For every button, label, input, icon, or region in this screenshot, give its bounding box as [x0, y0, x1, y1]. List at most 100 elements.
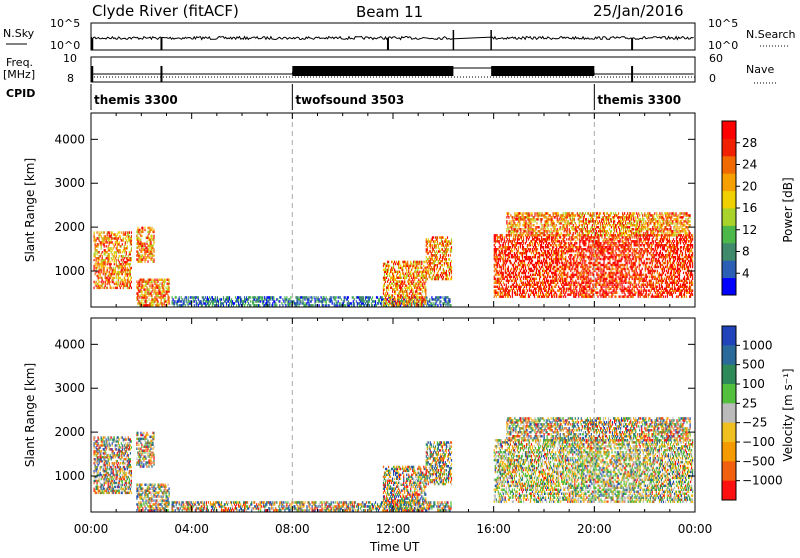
echo-cell [504, 284, 505, 287]
echo-cell [446, 270, 447, 273]
echo-cell [519, 256, 520, 259]
echo-cell [354, 302, 355, 305]
echo-cell [158, 304, 159, 307]
echo-cell [506, 276, 507, 279]
echo-cell [596, 280, 597, 283]
echo-cell [447, 236, 448, 239]
echo-cell [448, 254, 449, 257]
echo-cell [545, 250, 546, 253]
echo-cell [620, 295, 621, 298]
echo-cell [596, 248, 597, 251]
echo-cell [431, 252, 432, 255]
echo-cell [526, 270, 527, 273]
echo-cell [385, 292, 386, 295]
echo-cell [97, 231, 98, 234]
echo-cell [407, 261, 408, 264]
echo-cell [128, 269, 129, 272]
echo-cell [521, 286, 522, 289]
echo-cell [541, 288, 542, 291]
echo-cell [94, 287, 95, 290]
echo-cell [363, 296, 364, 299]
echo-cell [399, 261, 400, 264]
echo-cell [546, 286, 547, 289]
echo-cell [153, 229, 154, 232]
echo-cell [389, 294, 390, 297]
echo-cell [556, 244, 557, 247]
echo-cell [120, 235, 121, 238]
echo-cell [425, 300, 426, 303]
echo-cell [389, 265, 390, 268]
echo-cell [400, 302, 401, 305]
echo-cell [116, 259, 117, 262]
echo-cell [429, 298, 430, 301]
echo-cell [616, 295, 617, 298]
echo-cell [262, 296, 263, 299]
echo-cell [319, 304, 320, 307]
echo-cell [198, 296, 199, 299]
echo-cell [102, 251, 103, 254]
echo-cell [571, 254, 572, 257]
echo-cell [415, 296, 416, 299]
echo-cell [431, 262, 432, 265]
echo-cell [543, 246, 544, 249]
echo-cell [404, 300, 405, 303]
echo-cell [611, 244, 612, 247]
echo-cell [586, 289, 587, 292]
echo-cell [596, 234, 597, 237]
echo-cell [109, 231, 110, 234]
echo-cell [415, 277, 416, 280]
echo-cell [129, 231, 130, 234]
echo-cell [581, 293, 582, 296]
echo-cell [504, 236, 505, 239]
echo-cell [443, 236, 444, 239]
nave-tick-top: 60 [709, 52, 723, 65]
echo-cell [552, 286, 553, 289]
echo-cell [575, 254, 576, 257]
echo-cell [508, 266, 509, 269]
echo-cell [384, 288, 385, 291]
echo-cell [437, 256, 438, 259]
echo-cell [511, 268, 512, 271]
echo-cell [536, 278, 537, 281]
echo-cell [131, 247, 132, 250]
echo-cell [581, 270, 582, 273]
echo-cell [421, 267, 422, 270]
echo-cell [99, 263, 100, 266]
echo-cell [282, 304, 283, 307]
echo-cell [623, 236, 624, 239]
echo-cell [549, 234, 550, 237]
nsky-line [91, 37, 694, 40]
echo-cell [388, 304, 389, 307]
echo-cell [323, 304, 324, 307]
echo-cell [309, 300, 310, 303]
echo-cell [143, 294, 144, 297]
echo-cell [400, 294, 401, 297]
echo-cell [372, 304, 373, 307]
echo-cell [527, 289, 528, 292]
echo-cell [236, 304, 237, 307]
echo-cell [566, 246, 567, 249]
echo-cell [571, 262, 572, 265]
echo-cell [286, 296, 287, 299]
echo-cell [151, 294, 152, 297]
echo-cell [99, 277, 100, 280]
echo-cell [107, 287, 108, 290]
echo-cell [529, 236, 530, 239]
station-title: Clyde River (fitACF) [92, 2, 239, 20]
echo-cell [204, 302, 205, 305]
echo-cell [415, 261, 416, 264]
echo-cell [221, 298, 222, 301]
echo-cell [407, 292, 408, 295]
echo-cell [521, 280, 522, 283]
echo-cell [400, 273, 401, 276]
echo-cell [551, 256, 552, 259]
echo-cell [130, 263, 131, 266]
echo-cell [234, 302, 235, 305]
echo-cell [449, 298, 450, 301]
echo-cell [625, 293, 626, 296]
echo-cell [325, 298, 326, 301]
echo-cell [104, 231, 105, 234]
echo-cell [290, 296, 291, 299]
echo-cell [99, 251, 100, 254]
